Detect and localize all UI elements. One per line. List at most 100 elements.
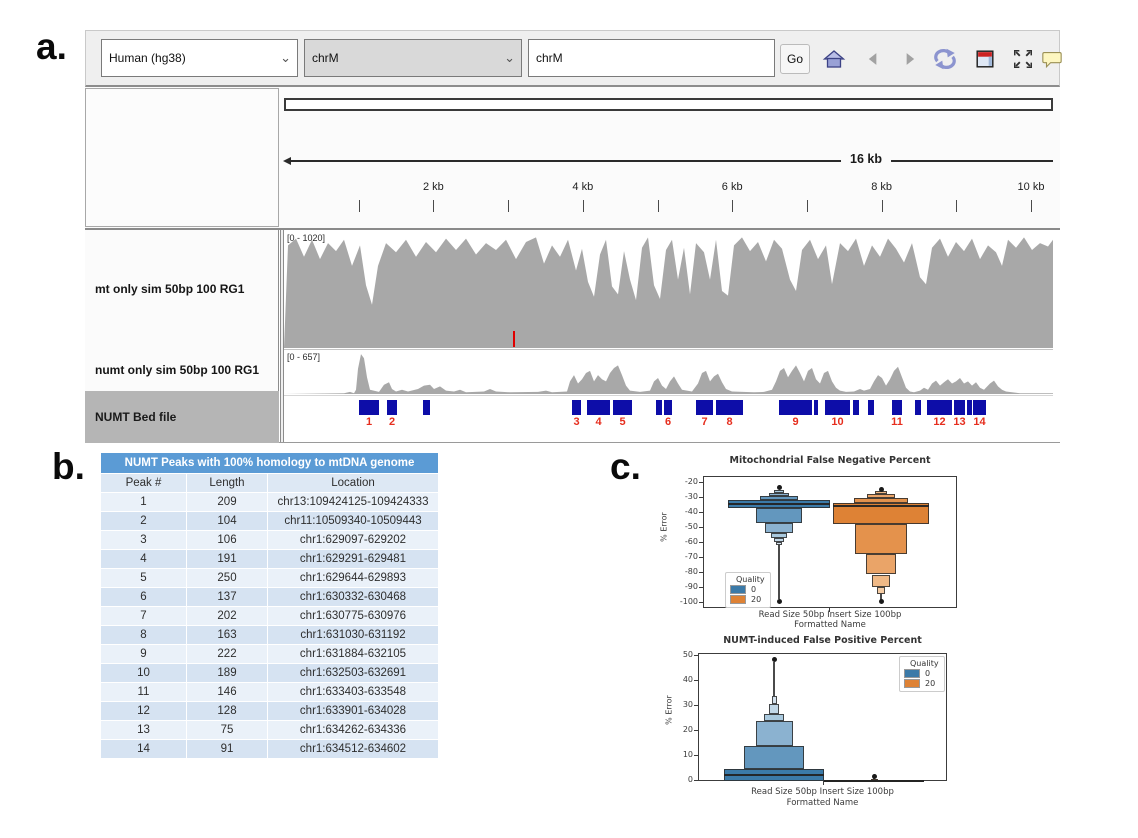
bed-feature[interactable]	[967, 400, 972, 415]
ruler-left-cell	[85, 88, 279, 227]
mt-coverage-track[interactable]	[284, 234, 1053, 348]
y-tick-mark	[699, 557, 703, 558]
table-cell: 104	[186, 511, 268, 531]
table-cell: 222	[186, 644, 268, 664]
fit-to-window-icon[interactable]	[1010, 46, 1036, 72]
table-cell: chr1:631030-631192	[266, 625, 440, 645]
track-separator	[284, 395, 1053, 396]
boxen-median-line	[833, 504, 929, 507]
numt-coverage-area	[284, 354, 1053, 394]
numt-coverage-track[interactable]	[284, 352, 1053, 394]
table-cell: 4	[100, 549, 187, 569]
peak-number: 2	[388, 416, 396, 428]
column-header-location: Location	[266, 473, 440, 493]
table-cell: 2	[100, 511, 187, 531]
bed-feature[interactable]	[814, 400, 818, 415]
boxen-box	[855, 524, 907, 555]
go-button[interactable]: Go	[780, 44, 810, 74]
table-cell: 137	[186, 587, 268, 607]
forward-arrow-icon[interactable]	[897, 46, 923, 72]
boxen-box	[833, 502, 929, 525]
track-data-area: [0 - 1020] [0 - 657] 1 2 3 4 5 6 7 8 9 10 11 12 13 14	[284, 230, 1053, 442]
table-row: 13 75 chr1:634262-634336	[100, 720, 440, 740]
boxen-box	[768, 493, 790, 497]
track-label-mt[interactable]: mt only sim 50bp 100 RG1	[95, 282, 245, 296]
outlier-dot	[771, 657, 777, 663]
y-tick-mark	[694, 730, 698, 731]
bed-feature[interactable]	[779, 400, 812, 415]
bed-feature[interactable]	[892, 400, 902, 415]
y-tick-label: -90	[684, 582, 698, 591]
locus-input[interactable]: chrM	[528, 39, 775, 77]
igv-toolbar: Human (hg38) ⌄ chrM ⌄ chrM Go	[85, 30, 1062, 87]
y-tick-label: -50	[684, 522, 698, 531]
home-icon[interactable]	[821, 46, 847, 72]
bed-feature[interactable]	[359, 400, 379, 415]
ruler-scale-line	[290, 160, 1053, 162]
chevron-down-icon: ⌄	[504, 50, 515, 65]
bed-feature[interactable]	[572, 400, 581, 415]
bed-feature[interactable]	[915, 400, 921, 415]
boxen-whisker	[778, 544, 780, 599]
legend-title: Quality	[910, 659, 939, 668]
boxen-whisker	[880, 594, 882, 600]
y-tick-mark	[694, 655, 698, 656]
boxen-box	[773, 490, 785, 494]
peak-number: 13	[953, 416, 966, 428]
bed-feature[interactable]	[587, 400, 610, 415]
track-label-numt[interactable]: numt only sim 50bp 100 RG1	[95, 363, 260, 377]
bed-feature[interactable]	[825, 400, 850, 415]
y-tick-mark	[699, 482, 703, 483]
table-row: 4 191 chr1:629291-629481	[100, 549, 440, 569]
peak-number: 6	[664, 416, 672, 428]
bed-feature-track[interactable]	[284, 400, 1053, 415]
y-tick-label: -30	[684, 492, 698, 501]
ruler-scale-label: 16 kb	[841, 152, 891, 166]
table-cell: 13	[100, 720, 187, 740]
bed-feature[interactable]	[656, 400, 662, 415]
ruler-tick	[1031, 200, 1032, 212]
legend-label-0: 0	[925, 669, 931, 678]
refresh-icon[interactable]	[932, 46, 958, 72]
back-arrow-icon[interactable]	[860, 46, 886, 72]
table-cell: 75	[186, 720, 268, 740]
y-tick-label: -70	[684, 552, 698, 561]
boxen-whisker	[773, 662, 775, 696]
chromosome-select[interactable]: chrM ⌄	[304, 39, 522, 77]
bed-feature[interactable]	[954, 400, 965, 415]
x-tick-label: Read Size 50bp Insert Size 100bp	[751, 787, 894, 797]
ruler-left-arrowhead	[283, 157, 291, 165]
y-tick-mark	[699, 602, 703, 603]
table-row: 1 209 chr13:109424125-109424333	[100, 492, 440, 512]
panel-c-label: c.	[610, 446, 641, 487]
peak-number: 5	[619, 416, 626, 428]
track-label-bed-row[interactable]: NUMT Bed file	[85, 391, 279, 443]
bed-feature[interactable]	[853, 400, 859, 415]
legend-chip-20	[730, 595, 746, 604]
table-cell: chr1:633901-634028	[266, 701, 440, 721]
boxen-box	[764, 713, 784, 721]
y-tick-label: -80	[684, 567, 698, 576]
bed-feature[interactable]	[716, 400, 743, 415]
bed-feature[interactable]	[423, 400, 430, 415]
boxen-box	[866, 493, 896, 498]
bed-feature[interactable]	[927, 400, 952, 415]
peak-number: 12	[933, 416, 946, 428]
screenshot-window-icon[interactable]	[972, 46, 998, 72]
table-cell: 1	[100, 492, 187, 512]
table-cell: chr1:630775-630976	[266, 606, 440, 626]
bed-feature[interactable]	[973, 400, 986, 415]
bed-feature[interactable]	[387, 400, 397, 415]
track-panel: mt only sim 50bp 100 RG1 numt only sim 5…	[85, 230, 1060, 443]
bed-feature[interactable]	[696, 400, 713, 415]
table-row: 14 91 chr1:634512-634602	[100, 739, 440, 759]
peak-number: 11	[891, 416, 903, 428]
bed-feature[interactable]	[664, 400, 672, 415]
bed-feature[interactable]	[613, 400, 632, 415]
genome-select[interactable]: Human (hg38) ⌄	[101, 39, 298, 77]
y-tick-label: 20	[682, 725, 693, 734]
bed-feature[interactable]	[868, 400, 874, 415]
y-tick-label: 0	[687, 775, 693, 784]
tooltip-bubble-icon[interactable]	[1039, 46, 1065, 72]
ruler-panel: 16 kb 2 kb 4 kb 6 kb 8 kb 10 kb	[85, 87, 1060, 230]
